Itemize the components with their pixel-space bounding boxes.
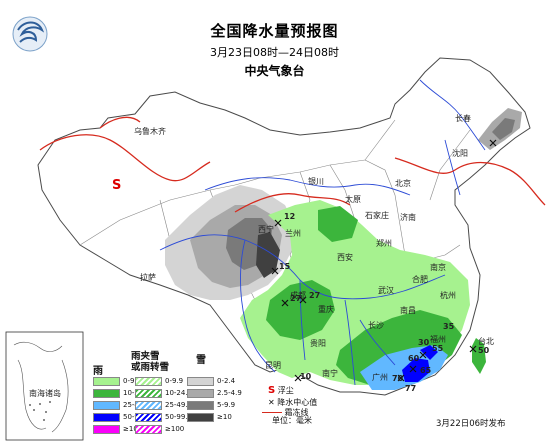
precip-value: 12 [284,212,296,221]
legend-snow-row: 0-2.4 [187,376,235,386]
map-title: 全国降水量预报图 [210,22,339,40]
legend-mixed-row: ≥100 [135,424,184,434]
city-label: 长春 [455,114,471,123]
south-china-sea-inset [5,331,84,441]
legend-mixed-row: 10-24.9 [135,388,192,398]
snow-symbol-icon: S [268,385,276,396]
legend-unit: 单位：毫米 [272,416,312,425]
frost-line-2 [99,116,141,129]
precip-value: 27 [309,291,321,300]
precip-value: 65 [420,366,432,375]
rain-storm-area-2 [420,345,438,360]
city-label: 沈阳 [452,149,468,158]
precip-center-markers [271,139,497,382]
legend-mixed-header: 雨夹雪 或雨转雪 [131,351,170,373]
city-label: 拉萨 [140,273,156,282]
legend-floating-dust: S 浮尘 [268,385,294,396]
city-label: 银川 [308,177,324,186]
city-label: 合肥 [412,275,428,284]
legend-frost-line: 霜冻线 [262,407,309,418]
city-label: 济南 [400,213,416,222]
snow-northeast-core [492,118,515,140]
precip-value: 55 [432,344,444,353]
city-label: 南昌 [400,306,416,315]
precip-value: 60 [408,354,420,363]
inset-label: 南海诸岛 [29,389,61,398]
rain-moderate-area-north [318,206,358,242]
legend-snow-row: ≥10 [187,412,232,422]
precip-value: 27 [290,294,302,303]
precip-value: 30 [418,338,430,347]
city-label: 长沙 [368,321,384,330]
china-outline [37,57,531,396]
city-label: 成都 [290,291,306,300]
rivers [159,79,486,386]
city-label: 兰州 [285,229,301,238]
inset-dots [29,401,51,421]
rain-heavy-area [360,345,448,390]
release-time: 3月22日06时发布 [436,419,506,429]
legend-mixed-row: 50-99.9 [135,412,192,422]
snow-storm-area [256,232,280,278]
legend-center-value: ✕ 降水中心值 [268,398,318,407]
city-label: 石家庄 [365,211,389,220]
inset-islands [13,341,69,433]
city-label: 北京 [395,179,411,188]
rain-storm-area [402,358,430,382]
legend-snow-row: 2.5-4.9 [187,388,242,398]
precip-value: 35 [443,322,455,331]
city-label: 南宁 [322,369,338,378]
map-period: 3月23日08时—24日08时 [210,46,339,59]
city-label: 太原 [345,195,361,204]
city-label: 广州 [372,373,388,382]
legend-snow-row: 5-9.9 [187,400,235,410]
precip-value: 15 [279,262,291,271]
city-label: 福州 [430,335,446,344]
city-label: 重庆 [318,305,334,314]
map-agency: 中央气象台 [244,64,305,78]
snow-symbol: S [112,178,122,193]
legend-mixed-row: 25-49.9 [135,400,192,410]
city-label: 西安 [337,253,353,262]
frost-line-icon [262,412,282,413]
frost-line [39,134,211,182]
city-label: 西宁 [258,225,274,234]
city-label: 郑州 [376,239,392,248]
precip-value: 70 [392,374,404,383]
precip-value: 50 [478,346,490,355]
city-label: 贵阳 [310,339,326,348]
cross-icon: ✕ [268,398,275,407]
legend-mixed-row: 0-9.9 [135,376,183,386]
city-label: 武汉 [378,286,394,295]
legend-rain-row: 0-9.9 [93,376,141,386]
cma-logo [12,16,48,52]
precip-value: 77 [405,384,417,393]
city-label: 乌鲁木齐 [134,127,166,136]
precip-value: 10 [300,372,312,381]
city-label: 南京 [430,263,446,272]
rain-moderate-area [266,280,335,340]
frost-line-4 [394,157,546,206]
city-label: 杭州 [440,291,456,300]
city-label: 台北 [478,337,494,346]
legend-snow-header: 雪 [196,355,206,366]
legend-rain-row: ≥100 [93,424,142,434]
legend-rain-header: 雨 [93,366,103,377]
frost-line-3 [234,193,351,213]
city-label: 昆明 [265,361,281,370]
